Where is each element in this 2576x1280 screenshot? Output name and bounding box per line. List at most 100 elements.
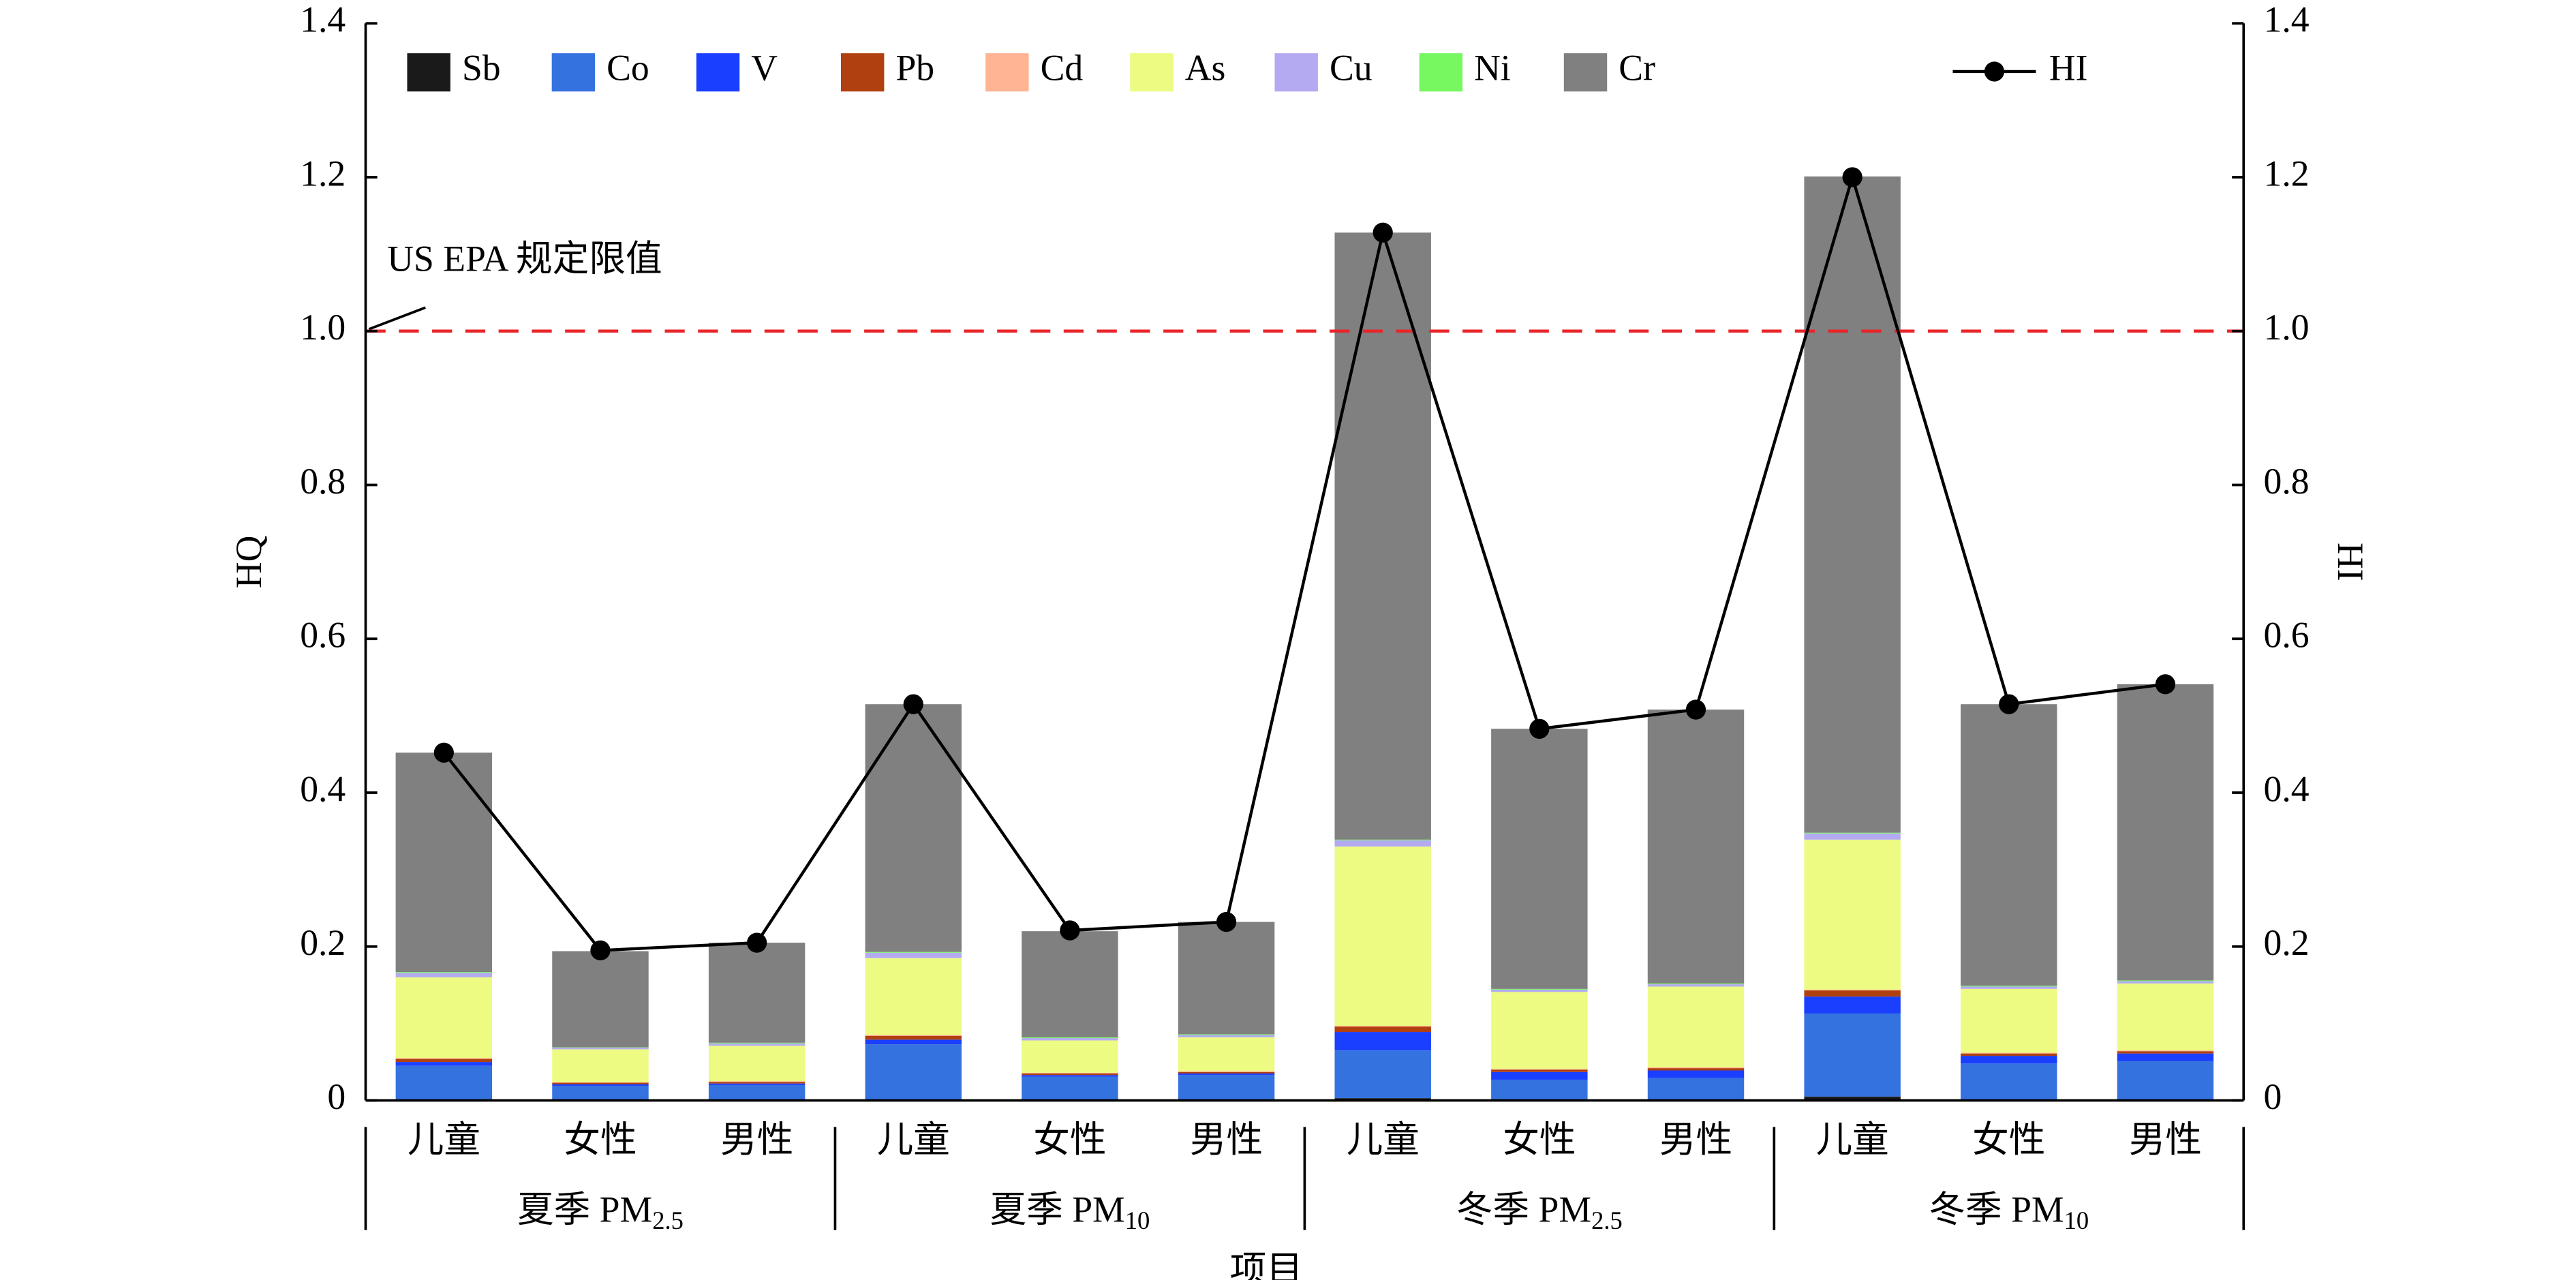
y-tick-label: 0.6 — [300, 615, 346, 656]
line-marker — [1999, 694, 2019, 714]
bar-segment — [708, 1083, 806, 1085]
group-label-subscript: 2.5 — [1591, 1206, 1623, 1234]
bar-segment — [1022, 1038, 1118, 1041]
bar-segment — [395, 973, 493, 977]
x-tick-label: 女性 — [564, 1119, 637, 1160]
bar-segment — [1178, 1037, 1275, 1071]
bar-segment — [1804, 990, 1901, 997]
bar-segment — [865, 958, 962, 1035]
y2-tick-label: 1.4 — [2264, 0, 2310, 40]
legend-swatch — [551, 53, 596, 92]
bar-segment — [1022, 1076, 1118, 1100]
bar-segment — [1961, 1056, 2057, 1064]
bar-segment — [1804, 1013, 1901, 1097]
group-label-text: 夏季 PM — [990, 1189, 1125, 1230]
bar-segment — [1647, 1078, 1745, 1100]
group-label: 夏季 PM2.5 — [517, 1189, 684, 1235]
legend-swatch — [1130, 53, 1174, 92]
line-marker — [746, 932, 767, 953]
bar-segment — [2117, 1050, 2214, 1052]
y2-tick-label: 0.2 — [2264, 922, 2310, 963]
x-axis-label: 项目 — [1230, 1249, 1303, 1280]
line-marker — [1685, 699, 1706, 720]
bar-segment — [2117, 1051, 2214, 1054]
y-tick-label: 0.8 — [300, 461, 346, 502]
group-label-subscript: 2.5 — [652, 1206, 684, 1234]
legend-label: V — [751, 47, 778, 88]
bar-segment — [708, 1046, 806, 1082]
bar-segment — [552, 1086, 649, 1100]
bar-segment — [1022, 1040, 1118, 1073]
x-tick-label: 男性 — [2129, 1119, 2202, 1160]
bar-segment — [395, 752, 493, 973]
y-tick-label: 0 — [327, 1076, 346, 1117]
line-marker — [1842, 167, 1862, 187]
x-tick-label: 儿童 — [408, 1119, 480, 1160]
x-tick-label: 女性 — [1972, 1119, 2045, 1160]
bar-segment — [1961, 1052, 2057, 1054]
bar-segment — [865, 1039, 962, 1045]
line-marker — [1529, 718, 1550, 739]
bar-segment — [1804, 1096, 1901, 1101]
bar-segment — [1022, 1075, 1118, 1077]
legend-label: Sb — [462, 47, 501, 88]
bar-segment — [1961, 988, 2057, 1053]
legend-label: Cd — [1041, 47, 1084, 88]
legend-label: Pb — [895, 47, 934, 88]
bar-segment — [865, 1035, 962, 1036]
y2-tick-label: 1.2 — [2264, 153, 2310, 194]
bar-segment — [395, 1062, 493, 1066]
y-tick-label: 0.4 — [300, 768, 346, 809]
bar-segment — [1334, 1050, 1431, 1099]
bar-segment — [552, 1048, 649, 1050]
bar-segment — [1334, 1032, 1431, 1051]
bar-segment — [552, 951, 649, 1048]
bar-segment — [1334, 232, 1431, 840]
x-tick-label: 女性 — [1503, 1119, 1576, 1160]
bar-segment — [395, 977, 493, 1058]
group-label: 夏季 PM10 — [990, 1189, 1150, 1235]
legend-swatch — [985, 53, 1029, 92]
bar-segment — [2117, 983, 2214, 1051]
bar-segment — [865, 951, 962, 953]
bar-segment — [2117, 1061, 2214, 1100]
y-tick-label: 1.2 — [300, 153, 346, 194]
legend-label: Ni — [1474, 47, 1511, 88]
bar-segment — [1961, 704, 2057, 986]
bar-segment — [1022, 1073, 1118, 1076]
bar-segment — [395, 1065, 493, 1100]
bar-segment — [1178, 1071, 1275, 1072]
bar-segment — [2117, 1053, 2214, 1061]
y2-tick-label: 1.0 — [2264, 307, 2310, 348]
bar-segment — [1804, 176, 1901, 833]
line-marker — [590, 940, 611, 961]
legend-swatch — [840, 53, 885, 92]
y2-tick-label: 0.6 — [2264, 615, 2310, 656]
bar-segment — [865, 952, 962, 958]
line-marker — [1216, 912, 1237, 932]
bar-segment — [1178, 1073, 1275, 1076]
legend-swatch — [1419, 53, 1463, 92]
legend-label: Co — [607, 47, 649, 88]
group-label-text: 夏季 PM — [517, 1189, 652, 1230]
bar-segment — [708, 1081, 806, 1082]
bar-segment — [1647, 1068, 1745, 1071]
bar-segment — [1178, 1034, 1275, 1035]
line-marker — [2155, 674, 2176, 695]
bar-segment — [865, 1035, 962, 1040]
y-tick-label: 1.4 — [300, 0, 346, 40]
bar-segment — [552, 1084, 649, 1086]
bar-segment — [865, 1044, 962, 1100]
bar-segment — [2117, 981, 2214, 984]
bar-segment — [1961, 986, 2057, 989]
bar-segment — [708, 1084, 806, 1100]
bar-segment — [1647, 710, 1745, 984]
x-tick-label: 女性 — [1033, 1119, 1106, 1160]
bar-segment — [1178, 1075, 1275, 1100]
legend-label: HI — [2049, 47, 2088, 88]
legend-swatch — [407, 53, 450, 92]
group-label-text: 冬季 PM — [1456, 1189, 1591, 1230]
bar-segment — [552, 1082, 649, 1083]
bar-segment — [1334, 847, 1431, 1026]
bar-segment — [1491, 989, 1588, 992]
